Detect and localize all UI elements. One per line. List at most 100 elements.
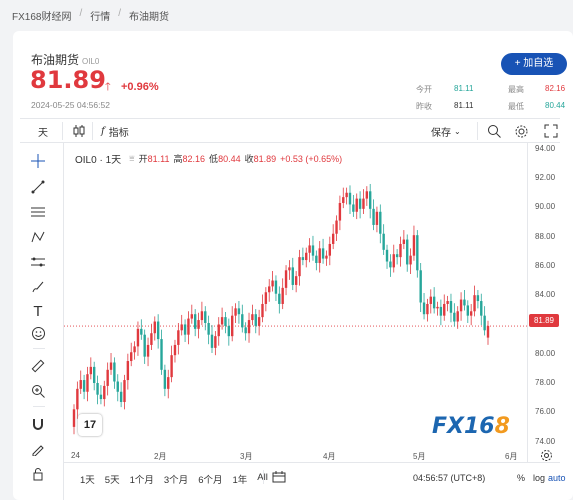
price-tick-label: 86.00 xyxy=(535,260,556,270)
candle-body xyxy=(372,208,375,225)
ruler-icon[interactable] xyxy=(28,356,48,376)
text-tool-icon[interactable]: T xyxy=(33,302,43,320)
legend-low-label: 低 xyxy=(209,154,219,164)
percent-toggle[interactable]: % xyxy=(517,473,526,483)
candle xyxy=(422,292,426,320)
candle-body xyxy=(379,211,382,234)
tools-divider xyxy=(33,406,45,407)
candle xyxy=(345,187,348,205)
candle xyxy=(331,224,335,250)
price-tick-label: 78.00 xyxy=(535,377,556,387)
magnet-icon[interactable] xyxy=(28,414,48,434)
lock-icon[interactable] xyxy=(28,464,48,484)
tradingview-logo[interactable]: 17 xyxy=(78,414,102,436)
auto-toggle[interactable]: auto xyxy=(548,473,566,483)
quick-search-icon[interactable] xyxy=(487,120,502,142)
clock: 04:56:57 (UTC+8) xyxy=(413,473,486,483)
candle-body xyxy=(146,344,150,357)
stat-open: 今开 81.11 xyxy=(416,84,474,94)
candle xyxy=(281,278,284,310)
candle xyxy=(321,238,325,264)
add-watchlist-button[interactable]: + 加自选 xyxy=(501,53,567,75)
fib-retracement-icon[interactable] xyxy=(28,202,48,222)
candle xyxy=(72,404,76,435)
breadcrumb-quotes[interactable]: 行情 xyxy=(90,12,111,23)
candle xyxy=(456,306,459,329)
settings-gear-icon[interactable] xyxy=(514,120,529,142)
range-1m[interactable]: 1个月 xyxy=(129,475,154,486)
candle xyxy=(224,312,227,334)
candle xyxy=(177,322,180,355)
candle-type-icon[interactable] xyxy=(72,120,86,142)
candle xyxy=(76,381,79,419)
range-5d[interactable]: 5天 xyxy=(104,475,120,486)
brush-icon[interactable] xyxy=(28,277,48,297)
candle-body xyxy=(382,233,385,250)
zoom-in-icon[interactable] xyxy=(28,381,48,401)
emoji-icon[interactable] xyxy=(28,323,48,343)
range-1y[interactable]: 1年 xyxy=(232,475,248,486)
candle xyxy=(150,323,153,351)
candle xyxy=(190,304,194,324)
range-6m[interactable]: 6个月 xyxy=(198,475,223,486)
instrument-symbol: OIL0 xyxy=(82,57,100,66)
candle-body xyxy=(268,286,271,293)
crosshair-icon[interactable] xyxy=(28,151,48,171)
candle-body xyxy=(469,311,473,316)
candle-body xyxy=(187,318,190,335)
candle-body xyxy=(375,211,379,225)
candle xyxy=(305,247,308,268)
last-price-tag: 81.89 xyxy=(529,314,559,327)
range-all[interactable]: All xyxy=(257,472,268,486)
indicators-button[interactable]: f 指标 xyxy=(101,120,129,142)
candle xyxy=(311,235,315,261)
candle xyxy=(207,315,210,345)
fullscreen-icon[interactable] xyxy=(544,120,558,142)
interval-selector[interactable]: 天 xyxy=(38,127,48,139)
axis-settings-icon[interactable] xyxy=(540,449,553,467)
candle xyxy=(271,271,274,292)
breadcrumb-home[interactable]: FX168财经网 xyxy=(12,12,72,23)
candle xyxy=(412,225,416,261)
candle-body xyxy=(103,385,106,400)
candle xyxy=(234,303,237,323)
tools-divider xyxy=(33,348,45,349)
candle xyxy=(426,298,429,322)
candle xyxy=(99,385,103,405)
legend-high-label: 高 xyxy=(173,154,183,164)
candle xyxy=(143,329,146,364)
candle-body xyxy=(321,248,325,259)
candle-body xyxy=(385,249,389,262)
candlestick-chart[interactable] xyxy=(64,143,527,462)
candle-body xyxy=(274,280,278,294)
candle xyxy=(140,319,143,340)
candle xyxy=(254,309,257,334)
candle xyxy=(119,382,123,408)
log-toggle[interactable]: log xyxy=(533,473,546,483)
candle xyxy=(193,309,197,337)
candle-body xyxy=(193,314,197,329)
date-range-icon[interactable] xyxy=(272,470,286,489)
range-1d[interactable]: 1天 xyxy=(80,475,95,486)
fx168-watermark: FX168 xyxy=(432,414,510,439)
candle xyxy=(89,357,93,380)
candle-body xyxy=(214,336,217,348)
legend-eye-icon[interactable]: ⩸ xyxy=(129,153,135,163)
candle xyxy=(123,374,126,410)
candle-body xyxy=(113,362,116,382)
trend-line-icon[interactable] xyxy=(28,177,48,197)
candle xyxy=(133,341,136,360)
candle-body xyxy=(365,191,369,199)
candle xyxy=(395,249,399,265)
candle xyxy=(109,352,113,375)
candle-body xyxy=(459,299,463,312)
lock-drawing-icon[interactable] xyxy=(28,439,48,459)
candle xyxy=(146,337,150,367)
forecast-icon[interactable] xyxy=(28,252,48,272)
candle-body xyxy=(345,192,348,198)
pattern-icon[interactable] xyxy=(28,227,48,247)
save-button[interactable]: 保存 ⌄ xyxy=(431,120,461,142)
candle xyxy=(180,314,183,336)
range-3m[interactable]: 3个月 xyxy=(163,475,189,486)
candle xyxy=(365,186,369,206)
